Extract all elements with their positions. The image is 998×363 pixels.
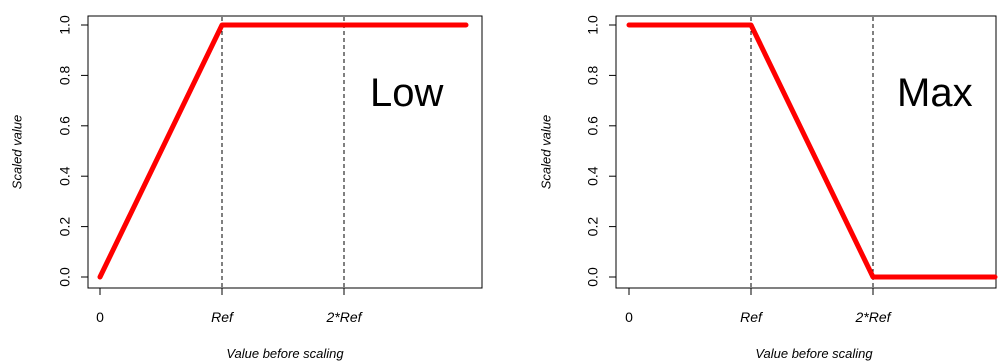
panel-2-panel-label: Max — [897, 71, 973, 115]
panel-1-plot-frame — [87, 15, 483, 289]
panel-1-y-tick-label: 1.0 — [57, 15, 73, 35]
panel-2-y-tick-label: 0.0 — [585, 267, 601, 287]
panel-1-y-tick-label: 0.0 — [57, 267, 73, 287]
panel-2-y-tick-label: 1.0 — [585, 15, 601, 35]
panel-2-plot-frame — [615, 15, 997, 289]
panel-1-y-axis-title: Scaled value — [9, 115, 24, 189]
panel-2-y-tick-label: 0.8 — [585, 65, 601, 85]
panel-2-x-tick-label: 0 — [625, 309, 633, 325]
panel-2-y-tick-label: 0.2 — [585, 217, 601, 237]
panel-2-y-axis-title: Scaled value — [538, 115, 553, 189]
panel-2-y-tick-label: 0.4 — [585, 166, 601, 186]
panel-2-x-tick-label: Ref — [740, 309, 764, 325]
panel-1-y-tick-label: 0.8 — [57, 65, 73, 85]
panel-1-x-axis-title: Value before scaling — [226, 346, 344, 361]
panel-1-x-tick-label: 2*Ref — [325, 309, 363, 325]
panel-1-x-tick-label: 0 — [96, 309, 104, 325]
panel-1-y-tick-label: 0.6 — [57, 116, 73, 136]
panel-2-series-line — [626, 22, 998, 280]
panel-1-x-tick-label: Ref — [211, 309, 235, 325]
panel-2-x-tick-label: 2*Ref — [854, 309, 892, 325]
panel-1-y-tick-label: 0.2 — [57, 217, 73, 237]
panel-2-y-tick-label: 0.6 — [585, 116, 601, 136]
panel-1-panel-label: Low — [370, 71, 443, 115]
panel-1-y-tick-label: 0.4 — [57, 166, 73, 186]
panel-1-series-line — [97, 22, 469, 280]
panel-2-x-axis-title: Value before scaling — [755, 346, 873, 361]
